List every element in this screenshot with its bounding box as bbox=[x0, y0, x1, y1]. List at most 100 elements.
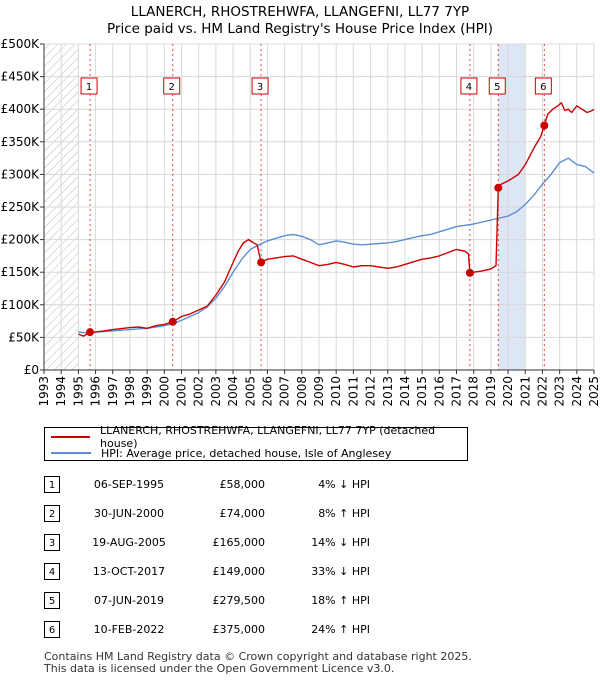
sale-label: 6 bbox=[540, 82, 546, 93]
y-tick-label: £350K bbox=[1, 135, 41, 149]
x-tick-label: 2015 bbox=[415, 376, 429, 407]
sale-date: 06-SEP-1995 bbox=[93, 478, 165, 491]
footer: Contains HM Land Registry data © Crown c… bbox=[44, 651, 472, 675]
footer-copyright: Contains HM Land Registry data © Crown c… bbox=[44, 650, 472, 663]
sale-date: 10-FEB-2022 bbox=[93, 623, 165, 636]
property-series-line bbox=[78, 101, 595, 337]
sale-label-box bbox=[80, 77, 98, 95]
sale-point bbox=[540, 121, 549, 130]
sale-label-box bbox=[488, 77, 506, 95]
table-row: 5 07-JUN-2019 £279,500 18% ↑ HPI bbox=[44, 592, 484, 610]
x-tick-label: 2006 bbox=[260, 376, 274, 407]
footer-licence: This data is licensed under the Open Gov… bbox=[44, 662, 395, 675]
sale-label-box bbox=[251, 77, 269, 95]
x-tick-label: 2014 bbox=[398, 376, 412, 407]
y-tick-label: £400K bbox=[1, 102, 41, 116]
x-tick-label: 2023 bbox=[553, 376, 567, 407]
x-tick-label: 1999 bbox=[140, 376, 154, 407]
sale-date: 30-JUN-2000 bbox=[93, 507, 165, 520]
x-tick-label: 2020 bbox=[501, 376, 515, 407]
legend-item-hpi: HPI: Average price, detached house, Isle… bbox=[51, 445, 391, 461]
sale-label-box bbox=[534, 77, 552, 95]
sale-hpi-diff: 14% ↓ HPI bbox=[311, 536, 370, 549]
sale-price: £58,000 bbox=[219, 478, 266, 491]
sale-price: £149,000 bbox=[212, 565, 266, 578]
x-tick-label: 2024 bbox=[570, 376, 584, 407]
sale-hpi-diff: 18% ↑ HPI bbox=[311, 594, 370, 607]
y-tick-label: £0 bbox=[24, 363, 39, 377]
x-tick-label: 2013 bbox=[381, 376, 395, 407]
sale-hpi-diff: 24% ↑ HPI bbox=[311, 623, 370, 636]
y-tick-label: £150K bbox=[1, 265, 41, 279]
sale-number: 1 bbox=[44, 476, 60, 493]
sale-number: 3 bbox=[44, 534, 60, 551]
x-tick-label: 2009 bbox=[312, 376, 326, 407]
sale-point bbox=[86, 328, 95, 337]
sale-price: £279,500 bbox=[212, 594, 266, 607]
sale-label-box bbox=[460, 77, 478, 95]
table-row: 6 10-FEB-2022 £375,000 24% ↑ HPI bbox=[44, 621, 484, 639]
chart-title: LLANERCH, RHOSTREHWFA, LLANGEFNI, LL77 7… bbox=[130, 4, 470, 20]
sale-hpi-diff: 4% ↓ HPI bbox=[318, 478, 370, 491]
sale-number: 6 bbox=[44, 621, 60, 638]
sale-date: 13-OCT-2017 bbox=[92, 565, 166, 578]
y-tick-label: £200K bbox=[1, 233, 41, 247]
x-tick-label: 2007 bbox=[278, 376, 292, 407]
sale-label: 2 bbox=[169, 82, 175, 93]
table-row: 2 30-JUN-2000 £74,000 8% ↑ HPI bbox=[44, 505, 484, 523]
sale-date: 07-JUN-2019 bbox=[93, 594, 165, 607]
sale-number: 5 bbox=[44, 592, 60, 609]
sale-label: 5 bbox=[494, 82, 500, 93]
sale-label: 1 bbox=[86, 82, 92, 93]
x-tick-label: 2017 bbox=[450, 376, 464, 407]
x-tick-label: 2012 bbox=[364, 376, 378, 407]
y-tick-label: £50K bbox=[8, 330, 40, 344]
legend: LLANERCH, RHOSTREHWFA, LLANGEFNI, LL77 7… bbox=[44, 424, 468, 461]
sale-price: £74,000 bbox=[219, 507, 266, 520]
sale-price: £375,000 bbox=[212, 623, 266, 636]
legend-item-property: LLANERCH, RHOSTREHWFA, LLANGEFNI, LL77 7… bbox=[51, 424, 467, 450]
sale-point bbox=[465, 268, 474, 277]
x-tick-label: 2025 bbox=[587, 376, 600, 407]
y-tick-label: £500K bbox=[1, 37, 41, 51]
x-tick-label: 2011 bbox=[346, 376, 360, 407]
sale-hpi-diff: 33% ↓ HPI bbox=[311, 565, 370, 578]
x-tick-label: 1997 bbox=[106, 376, 120, 407]
sale-label: 4 bbox=[466, 82, 472, 93]
table-row: 3 19-AUG-2005 £165,000 14% ↓ HPI bbox=[44, 534, 484, 552]
sale-point bbox=[168, 317, 177, 326]
sale-label-box bbox=[163, 77, 181, 95]
y-tick-label: £250K bbox=[1, 200, 41, 214]
x-tick-label: 2005 bbox=[243, 376, 257, 407]
sale-price: £165,000 bbox=[212, 536, 266, 549]
legend-swatch-blue bbox=[51, 452, 91, 454]
hpi-series-line bbox=[78, 157, 595, 334]
y-tick-label: £450K bbox=[1, 70, 41, 84]
x-tick-label: 1994 bbox=[54, 376, 68, 407]
legend-swatch-red bbox=[51, 436, 91, 438]
sale-label: 3 bbox=[257, 82, 263, 93]
sale-point bbox=[257, 258, 266, 267]
x-tick-label: 2003 bbox=[209, 376, 223, 407]
sale-date: 19-AUG-2005 bbox=[92, 536, 166, 549]
table-row: 4 13-OCT-2017 £149,000 33% ↓ HPI bbox=[44, 563, 484, 581]
y-tick-label: £300K bbox=[1, 167, 41, 181]
x-tick-label: 2016 bbox=[432, 376, 446, 407]
chart-subtitle: Price paid vs. HM Land Registry's House … bbox=[107, 21, 493, 37]
x-tick-label: 2018 bbox=[467, 376, 481, 407]
price-chart: 1 2 3 4 5 6 £0 £50K £100K £150K £200K £250K £300K £35… bbox=[1, 37, 600, 407]
sale-number: 4 bbox=[44, 563, 60, 580]
x-tick-label: 2001 bbox=[175, 376, 189, 407]
x-tick-label: 2000 bbox=[157, 376, 171, 407]
x-tick-label: 1995 bbox=[71, 376, 85, 407]
table-row: 1 06-SEP-1995 £58,000 4% ↓ HPI bbox=[44, 476, 484, 494]
sale-number: 2 bbox=[44, 505, 60, 522]
x-tick-label: 2008 bbox=[295, 376, 309, 407]
y-tick-label: £100K bbox=[1, 298, 41, 312]
x-tick-label: 1996 bbox=[89, 376, 103, 407]
x-tick-label: 2021 bbox=[518, 376, 532, 407]
x-tick-label: 2022 bbox=[535, 376, 549, 407]
sale-point bbox=[494, 183, 503, 192]
chart-title-block: LLANERCH, RHOSTREHWFA, LLANGEFNI, LL77 7… bbox=[0, 4, 600, 38]
x-tick-label: 2004 bbox=[226, 376, 240, 407]
